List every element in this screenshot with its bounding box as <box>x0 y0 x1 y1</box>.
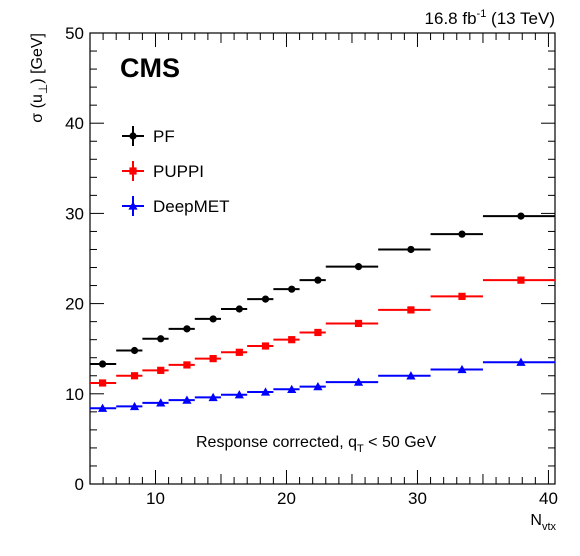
selection-annotation: Response corrected, qT < 50 GeV <box>196 434 437 455</box>
legend: PF PUPPI DeepMET <box>122 126 230 216</box>
puppi-data-point <box>98 379 107 387</box>
puppi-data-point <box>235 348 243 356</box>
lumi-label: 16.8 fb-1 (13 TeV) <box>425 8 555 28</box>
pf-data-point <box>209 315 217 323</box>
pf-data-point <box>183 325 191 333</box>
y-axis-label: σ (u⊥) [GeV] <box>29 33 50 123</box>
deepmet-data-point <box>234 390 244 399</box>
y-axis: 0 10 20 30 40 50 <box>65 24 555 494</box>
y-tick-label: 40 <box>65 114 84 133</box>
legend-puppi-label: PUPPI <box>153 162 204 181</box>
deepmet-data-point <box>313 381 323 391</box>
puppi-data-point <box>407 306 415 314</box>
legend-pf-marker <box>129 132 137 140</box>
deepmet-data-point <box>260 387 271 396</box>
puppi-data-point <box>354 319 363 328</box>
pf-data-point <box>130 346 139 355</box>
data-series <box>90 212 555 412</box>
deepmet-data-point <box>182 395 192 404</box>
deepmet-data-point <box>97 403 108 412</box>
puppi-data-point <box>458 292 466 300</box>
puppi-data-point <box>130 372 139 380</box>
deepmet-data-point <box>457 364 467 374</box>
pf-data-point <box>235 305 243 313</box>
pf-data-point <box>458 230 466 238</box>
x-tick-label: 10 <box>146 489 165 508</box>
cms-label: CMS <box>120 53 180 83</box>
deepmet-data-point <box>516 357 526 366</box>
series-puppi <box>90 276 555 387</box>
x-tick-label: 20 <box>277 489 296 508</box>
pf-data-point <box>407 245 415 254</box>
x-axis: 10 20 30 40 <box>102 33 558 508</box>
deepmet-data-point <box>406 371 416 380</box>
x-tick-label: 40 <box>539 489 558 508</box>
y-tick-label: 30 <box>65 204 84 223</box>
pf-data-point <box>517 212 525 220</box>
puppi-data-point <box>183 361 191 369</box>
puppi-data-point <box>261 342 270 350</box>
deepmet-data-point <box>353 377 364 386</box>
pf-data-point <box>261 295 270 303</box>
y-tick-label: 50 <box>65 24 84 43</box>
deepmet-data-point <box>156 398 166 407</box>
deepmet-data-point <box>129 401 140 411</box>
puppi-data-point <box>209 355 217 363</box>
legend-puppi-marker <box>129 167 137 175</box>
legend-pf-label: PF <box>153 127 175 146</box>
series-pf <box>90 212 555 368</box>
x-tick-label: 30 <box>408 489 427 508</box>
puppi-data-point <box>314 328 322 337</box>
y-tick-label: 0 <box>75 475 84 494</box>
plot-frame <box>89 32 556 485</box>
pf-data-point <box>314 276 322 284</box>
puppi-data-point <box>517 276 525 284</box>
y-tick-label: 10 <box>65 385 84 404</box>
legend-deepmet-marker <box>128 201 138 210</box>
pf-data-point <box>354 263 363 271</box>
deepmet-data-point <box>287 384 297 393</box>
legend-deepmet-label: DeepMET <box>153 197 230 216</box>
puppi-data-point <box>288 336 296 344</box>
pf-data-point <box>157 335 165 343</box>
pf-data-point <box>288 285 296 293</box>
series-deepmet <box>90 357 555 412</box>
pf-data-point <box>98 360 107 368</box>
deepmet-data-point <box>208 392 218 402</box>
x-axis-label: Nvtx <box>530 512 556 533</box>
y-tick-label: 20 <box>65 295 84 314</box>
puppi-data-point <box>157 366 165 374</box>
